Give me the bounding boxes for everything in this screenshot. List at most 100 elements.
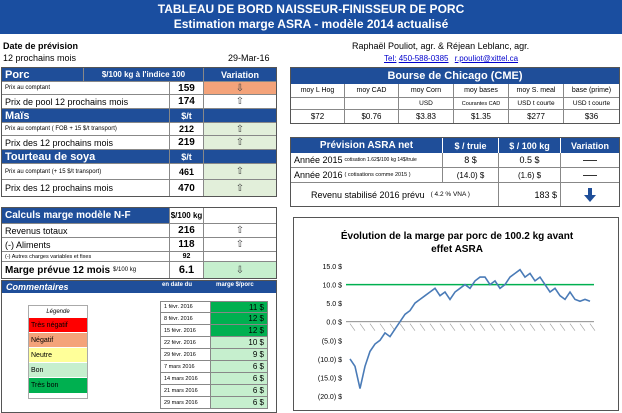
chicago-col-5: moy S. meal: [509, 84, 564, 97]
soya-row-2-value: 470: [170, 180, 204, 196]
comments-panel: Commentaires en date du marge $/porc Lég…: [1, 280, 277, 413]
asra-stab-var: [561, 183, 619, 206]
calc-row-2: (-) Aliments 118 ⇧: [2, 238, 276, 252]
asra-row-2: Année 2016 ( cotisations comme 2015 ) (1…: [291, 168, 619, 183]
history-marge: 11 $: [211, 302, 267, 312]
calc-table: Calculs marge modèle N-F $/100 kg Revenu…: [1, 207, 277, 279]
asra-col2: $ / 100 kg: [499, 138, 561, 153]
asra-col3: Variation: [570, 140, 609, 151]
asra-table: Prévision ASRA net $ / truie $ / 100 kg …: [290, 137, 620, 207]
x-tick-mark: [499, 323, 506, 331]
chicago-units: USD Courantes CAD USD t courte USD t cou…: [291, 98, 619, 110]
asra-stab-value: 183 $: [499, 183, 561, 206]
porc-row-1: Prix au comptant 159 ⇩: [2, 82, 276, 95]
tel-value[interactable]: 450-588-0385: [398, 54, 449, 63]
arrow-up-icon: ⇧: [235, 166, 245, 177]
x-tick-mark: [579, 323, 586, 331]
arrow-up-icon: ⇧: [235, 96, 245, 107]
chicago-header: Bourse de Chicago (CME): [291, 68, 619, 84]
calc-row-3-label: (-) Autres charges variables et fixes: [2, 252, 170, 261]
x-tick-mark: [449, 323, 456, 331]
soya-unit: $/t: [170, 150, 204, 163]
calc-row-3: (-) Autres charges variables et fixes 92: [2, 252, 276, 262]
y-tick-label: (10.0) $: [318, 357, 342, 364]
chicago-value-2: $0.76: [345, 110, 399, 123]
date-label: Date de prévision: [3, 41, 79, 51]
comments-date-col: en date du: [162, 282, 193, 288]
soya-row-1-label: Prix au comptant (+ 15 $/t transport): [2, 164, 170, 179]
mais-row-1: Prix au comptant ( FOB + 15 $/t transpor…: [2, 123, 276, 136]
porc-row-1-var: ⇩: [204, 82, 276, 94]
mais-row-1-label: Prix au comptant ( FOB + 15 $/t transpor…: [2, 123, 170, 135]
mais-row-2-label: Prix des 12 prochains mois: [2, 136, 170, 149]
contact: Tel: 450-588-0385 r.pouliot@xittel.ca: [384, 54, 518, 63]
asra-row-2-v1: (14.0) $: [443, 168, 499, 182]
margin-value: 6.1: [170, 262, 204, 278]
margin-row: Marge prévue 12 mois $/100 kg 6.1 ⇩: [2, 262, 276, 278]
margin-chart-panel: Évolution de la marge par porc de 100.2 …: [293, 217, 619, 411]
y-tick-label: 0.0 $: [326, 320, 342, 327]
x-tick-mark: [379, 323, 386, 331]
title-banner: TABLEAU DE BORD NAISSEUR-FINISSEUR DE PO…: [0, 0, 622, 34]
soya-row-1-value: 461: [170, 164, 204, 179]
x-tick-mark: [399, 323, 406, 331]
porc-row-1-label: Prix au comptant: [2, 82, 170, 94]
legend-item-5: Très bon: [29, 378, 87, 393]
calc-row-2-var: ⇧: [204, 238, 276, 251]
history-row: 14 mars 2016 6 $: [160, 373, 268, 385]
date-value: 29-Mar-16: [228, 53, 270, 63]
history-date: 7 mars 2016: [161, 361, 211, 372]
asra-stab-note: ( 4.2 % VNA ): [430, 191, 470, 198]
history-row: 1 févr. 2016 11 $: [160, 301, 268, 313]
mais-row-2-var: ⇧: [204, 136, 276, 149]
x-tick-mark: [509, 323, 516, 331]
legend-item-1: Très négatif: [29, 318, 87, 333]
history-row: 29 mars 2016 6 $: [160, 397, 268, 409]
calc-row-1-label: Revenus totaux: [2, 224, 170, 237]
x-tick-mark: [409, 323, 416, 331]
history-row: 29 févr. 2016 9 $: [160, 349, 268, 361]
tel-label: Tel:: [384, 54, 397, 63]
arrow-up-icon: ⇧: [235, 137, 245, 148]
asra-row-1-label-cell: Année 2015 cotisation 1.62$/100 kg 14$/t…: [291, 153, 443, 167]
mais-header: Maïs: [2, 109, 170, 122]
y-tick-label: 15.0 $: [323, 264, 343, 271]
dash-icon: [583, 174, 597, 176]
chicago-value-5: $277: [509, 110, 564, 123]
chicago-table: Bourse de Chicago (CME) moy L Hog moy CA…: [290, 67, 620, 124]
email-link[interactable]: r.pouliot@xittel.ca: [454, 54, 519, 63]
mais-row-1-value: 212: [170, 123, 204, 135]
title-line1: TABLEAU DE BORD NAISSEUR-FINISSEUR DE PO…: [157, 2, 465, 16]
mais-row-1-var: ⇧: [204, 123, 276, 135]
legend-item-2: Négatif: [29, 333, 87, 348]
arrow-down-icon: ⇩: [235, 264, 245, 276]
legend-title: Légende: [46, 309, 70, 315]
history-date: 22 févr. 2016: [161, 337, 211, 348]
asra-row-2-label-cell: Année 2016 ( cotisations comme 2015 ): [291, 168, 443, 182]
chicago-unit-4: Courantes CAD: [454, 98, 509, 109]
porc-row-2: Prix de pool 12 prochains mois 174 ⇧: [2, 95, 276, 109]
prices-table: Porc $/100 kg à l'indice 100 Variation P…: [1, 67, 277, 197]
history-date: 15 févr. 2016: [161, 325, 211, 336]
asra-row-1-v1: 8 $: [443, 153, 499, 167]
asra-row-2-var: [561, 168, 619, 182]
chicago-unit-1: [291, 98, 345, 109]
x-tick-mark: [519, 323, 526, 331]
mais-row-2-value: 219: [170, 136, 204, 149]
calc-header-row: Calculs marge modèle N-F $/100 kg: [2, 208, 276, 224]
chicago-values: $72 $0.76 $3.83 $1.35 $277 $36: [291, 110, 619, 123]
asra-row-2-label: Année 2016: [294, 170, 343, 180]
asra-col1: $ / truie: [443, 138, 499, 153]
history-date: 14 mars 2016: [161, 373, 211, 384]
chicago-unit-3: USD: [399, 98, 454, 109]
soya-header-row: Tourteau de soya $/t: [2, 150, 276, 164]
history-marge: 12 $: [211, 313, 267, 324]
asra-header: Prévision ASRA net: [291, 138, 443, 153]
porc-header: Porc: [2, 68, 84, 81]
calc-unit: $/100 kg: [170, 208, 204, 223]
asra-header-row: Prévision ASRA net $ / truie $ / 100 kg …: [291, 138, 619, 153]
margin-var: ⇩: [204, 262, 276, 278]
x-tick-mark: [419, 323, 426, 331]
period-label: 12 prochains mois: [3, 53, 77, 63]
x-tick-mark: [469, 323, 476, 331]
